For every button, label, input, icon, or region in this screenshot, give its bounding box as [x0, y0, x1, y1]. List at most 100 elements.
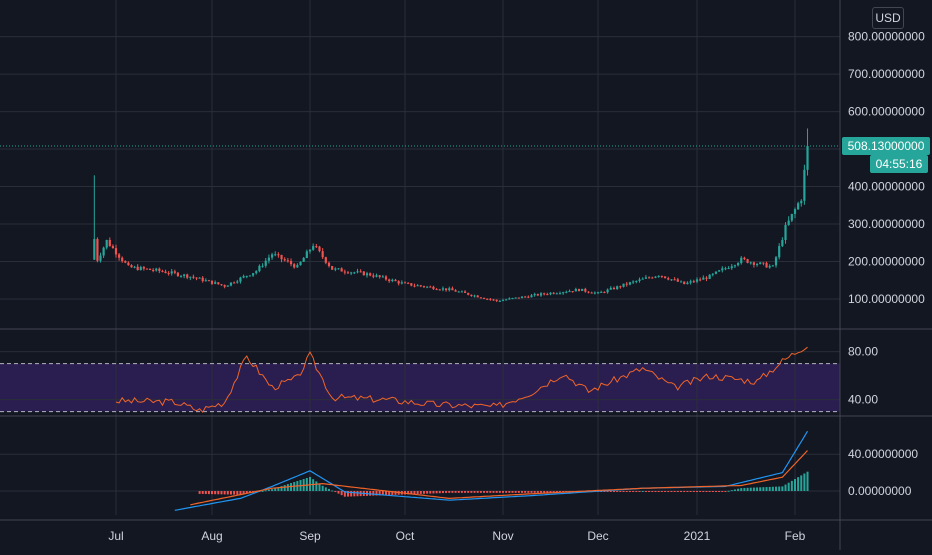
- macd-hist-bar-190: [775, 486, 778, 491]
- candle-body-139: [530, 295, 533, 298]
- macd-hist-bar-13: [214, 491, 217, 495]
- macd-hist-bar-11: [207, 491, 210, 495]
- candle-body-83: [353, 272, 356, 274]
- candle-body-128: [495, 299, 498, 301]
- candle-body-146: [552, 292, 555, 294]
- candle-body-131: [505, 299, 508, 301]
- candle-body-156: [584, 288, 587, 292]
- macd-hist-bar-170: [711, 491, 714, 492]
- macd-hist-bar-120: [552, 491, 555, 493]
- price-tick-label-5: 600.00000000: [848, 105, 925, 119]
- candle-body-116: [457, 291, 460, 293]
- candle-body-64: [293, 264, 296, 268]
- time-tick-label-1: Aug: [201, 529, 222, 543]
- macd-hist-bar-158: [673, 491, 676, 492]
- macd-hist-bar-85: [441, 491, 444, 494]
- candle-body-150: [565, 291, 568, 293]
- candle-body-205: [740, 257, 743, 264]
- candle-body-193: [702, 277, 705, 280]
- macd-hist-bar-111: [524, 491, 527, 493]
- candle-body-99: [403, 282, 407, 284]
- macd-tick-label-0: 0.00000000: [848, 484, 912, 498]
- macd-hist-bar-192: [781, 486, 784, 491]
- macd-hist-bar-94: [470, 491, 473, 493]
- macd-hist-bar-153: [657, 491, 660, 492]
- macd-hist-bar-147: [638, 491, 641, 492]
- candle-body-161: [600, 291, 603, 293]
- candle-body-84: [356, 271, 359, 273]
- macd-hist-bar-162: [686, 491, 689, 492]
- candle-body-144: [546, 294, 549, 296]
- candle-body-164: [609, 287, 612, 290]
- candle-body-81: [346, 272, 350, 274]
- candle-body-39: [214, 282, 217, 284]
- time-tick-label-3: Oct: [396, 529, 415, 543]
- candle-body-97: [397, 281, 400, 284]
- candle-body-16: [142, 267, 145, 269]
- macd-hist-bar-167: [702, 491, 705, 492]
- candle-body-5: [108, 240, 111, 247]
- candle-body-111: [441, 288, 445, 290]
- candle-body-201: [727, 268, 730, 270]
- candle-body-147: [555, 293, 558, 295]
- candle-body-6: [111, 246, 115, 249]
- macd-hist-bar-8: [198, 491, 201, 494]
- candle-body-54: [261, 265, 264, 267]
- candle-body-67: [302, 258, 305, 262]
- candle-body-176: [647, 277, 651, 279]
- candle-body-28: [179, 275, 183, 277]
- candle-body-119: [467, 292, 470, 295]
- candle-body-70: [312, 246, 315, 250]
- macd-hist-bar-146: [635, 491, 638, 492]
- candle-body-94: [388, 279, 391, 282]
- macd-hist-bar-12: [211, 491, 213, 495]
- macd-hist-bar-184: [756, 487, 759, 491]
- macd-hist-bar-81: [429, 491, 432, 494]
- currency-button[interactable]: USD: [872, 7, 904, 29]
- candle-body-13: [133, 266, 136, 268]
- macd-hist-bar-30: [267, 489, 270, 491]
- candle-body-3: [102, 247, 105, 256]
- candle-body-66: [299, 261, 302, 266]
- macd-hist-bar-42: [305, 477, 308, 491]
- rsi-band: [0, 363, 840, 412]
- macd-hist-bar-99: [486, 491, 489, 493]
- macd-hist-bar-45: [315, 481, 318, 491]
- candle-body-197: [714, 271, 718, 274]
- candle-body-36: [204, 280, 207, 282]
- candle-body-43: [226, 285, 229, 287]
- candle-body-172: [635, 281, 638, 283]
- price-tick-label-1: 200.00000000: [848, 255, 925, 269]
- candle-body-8: [117, 254, 121, 258]
- macd-hist-bar-145: [632, 491, 635, 492]
- candle-body-46: [236, 281, 239, 283]
- candle-body-221: [790, 213, 793, 221]
- time-tick-label-6: 2021: [684, 529, 711, 543]
- candle-body-26: [173, 271, 176, 273]
- macd-hist-bar-122: [559, 491, 561, 493]
- macd-hist-bar-43: [309, 476, 311, 491]
- candle-body-216: [774, 257, 778, 266]
- candle-body-87: [365, 273, 369, 276]
- candle-body-117: [460, 291, 464, 293]
- macd-hist-bar-46: [318, 483, 321, 491]
- candle-body-159: [593, 292, 596, 294]
- macd-hist-bar-199: [803, 473, 806, 491]
- macd-hist-bar-58: [356, 491, 359, 497]
- candle-body-44: [229, 282, 233, 286]
- macd-hist-bar-87: [448, 491, 451, 493]
- candle-body-122: [476, 295, 479, 298]
- macd-hist-bar-112: [527, 491, 530, 493]
- time-tick-label-7: Feb: [785, 529, 806, 543]
- candle-body-214: [768, 266, 771, 268]
- candle-body-177: [651, 277, 654, 279]
- candle-body-110: [438, 289, 441, 291]
- candle-body-32: [192, 276, 195, 278]
- candle-body-23: [164, 271, 167, 274]
- candle-body-181: [663, 276, 667, 279]
- macd-hist-bar-76: [413, 491, 416, 495]
- macd-hist-bar-21: [239, 491, 242, 495]
- candle-body-85: [359, 271, 362, 273]
